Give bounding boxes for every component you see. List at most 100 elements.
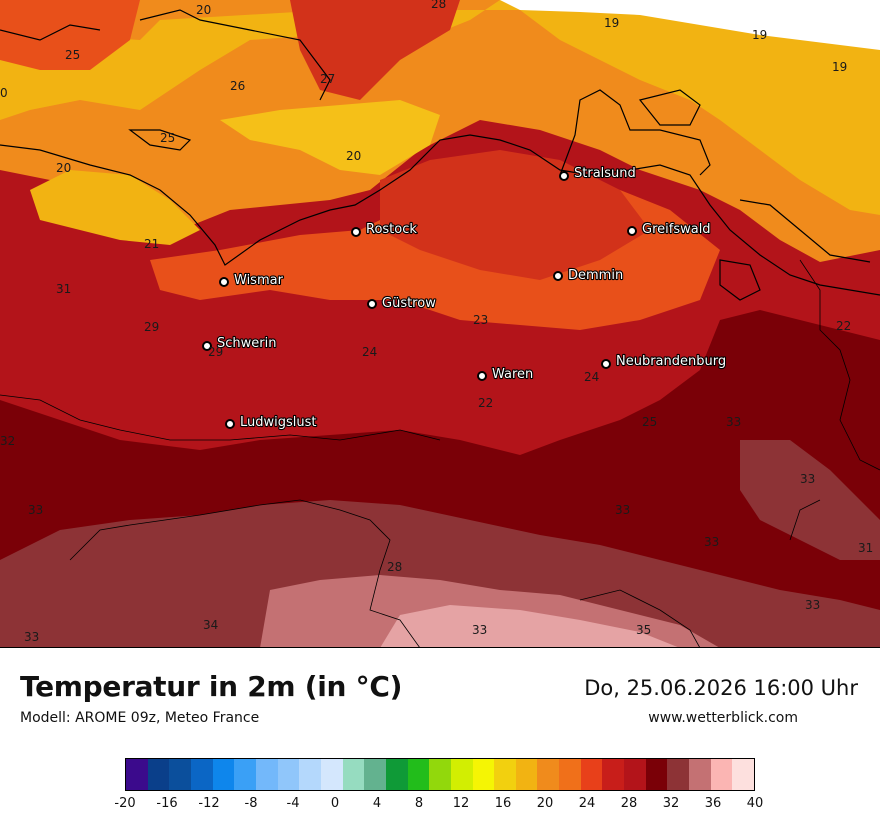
scale-tick-label: 36 [704, 796, 722, 811]
temperature-label: 33 [24, 630, 39, 644]
temperature-label: 20 [56, 161, 71, 175]
city-label-neubrandenburg: Neubrandenburg [616, 354, 726, 369]
temperature-label: 24 [584, 370, 599, 384]
scale-tick-label: -8 [244, 796, 258, 811]
scale-tick-label: 12 [452, 796, 470, 811]
city-label-ludwigslust: Ludwigslust [240, 415, 317, 430]
scale-tick-label: -12 [198, 796, 220, 811]
city-schwerin: Schwerin [202, 335, 278, 352]
city-ludwigslust: Ludwigslust [225, 414, 318, 431]
scale-color-segment [689, 759, 711, 790]
scale-tick-label: 24 [578, 796, 596, 811]
map-title: Temperatur in 2m (in °C) [20, 670, 403, 703]
temperature-label: 22 [478, 396, 493, 410]
city-markers: Stralsund Rostock Greifswald Wismar Demm… [202, 165, 727, 431]
scale-color-segment [494, 759, 516, 790]
scale-tick-label: -20 [114, 796, 136, 811]
temperature-label: 19 [752, 28, 767, 42]
scale-color-segment [537, 759, 560, 790]
scale-color-segment [515, 759, 538, 790]
scale-color-segment [602, 759, 625, 790]
scale-tick-label: 16 [494, 796, 512, 811]
scale-color-segment [234, 759, 256, 790]
scale-color-segment [169, 759, 191, 790]
scale-color-segment [645, 759, 668, 790]
scale-color-segment [255, 759, 278, 790]
temperature-label: 20 [196, 3, 211, 17]
land-red-coast [290, 0, 460, 100]
city-rostock: Rostock [351, 221, 418, 238]
temperature-label: 35 [636, 623, 651, 637]
sea-yellow-region [0, 0, 880, 215]
website-link[interactable]: www.wetterblick.com [648, 710, 798, 726]
model-info: Modell: AROME 09z, Meteo France [20, 710, 260, 726]
scale-color-segment [342, 759, 365, 790]
scale-tick-label: 8 [414, 796, 424, 811]
temperature-label: 33 [805, 598, 820, 612]
city-label-wismar: Wismar [234, 273, 284, 288]
temperature-label: 33 [800, 472, 815, 486]
scale-tick-label: 40 [746, 796, 764, 811]
city-label-stralsund: Stralsund [574, 166, 636, 181]
temperature-label: 33 [472, 623, 487, 637]
temperature-label: 25 [65, 48, 80, 62]
scale-color-segment [624, 759, 646, 790]
temperature-label: 33 [615, 503, 630, 517]
scale-color-segment [126, 759, 148, 790]
scale-color-segment [299, 759, 321, 790]
temperature-label: 29 [208, 345, 223, 359]
scale-color-segment [710, 759, 733, 790]
sea-yellow-patch [220, 100, 440, 175]
temperature-map: Stralsund Rostock Greifswald Wismar Demm… [0, 0, 880, 648]
temperature-label: 22 [836, 319, 851, 333]
temperature-label: 27 [320, 72, 335, 86]
temperature-labels: 20 28 19 19 19 25 27 26 0 25 20 20 21 31… [0, 0, 873, 644]
temperature-label: 20 [346, 149, 361, 163]
temperature-label: 25 [642, 415, 657, 429]
city-label-rostock: Rostock [366, 222, 417, 237]
scale-color-segment [580, 759, 603, 790]
scale-color-segment [320, 759, 343, 790]
scale-color-segment [559, 759, 581, 790]
city-stralsund: Stralsund [559, 165, 637, 182]
scale-color-segment [450, 759, 473, 790]
land-red-zone [380, 150, 650, 280]
scale-color-segment [472, 759, 495, 790]
legend-footer: Temperatur in 2m (in °C) Modell: AROME 0… [0, 648, 880, 830]
city-waren: Waren [477, 366, 534, 383]
temperature-label: 33 [726, 415, 741, 429]
temperature-label: 26 [230, 79, 245, 93]
city-demmin: Demmin [553, 267, 624, 284]
city-wismar: Wismar [219, 272, 285, 289]
temperature-label: 28 [431, 0, 446, 11]
scale-tick-label: 20 [536, 796, 554, 811]
temperature-label: 33 [704, 535, 719, 549]
city-label-guestrow: Güstrow [382, 296, 436, 311]
temperature-label: 23 [473, 313, 488, 327]
land-brown-red [0, 500, 880, 648]
temperature-label: 29 [144, 320, 159, 334]
scale-color-segment [667, 759, 690, 790]
scale-color-segment [407, 759, 430, 790]
scale-color-segment [364, 759, 386, 790]
temperature-label: 25 [160, 131, 175, 145]
scale-color-segment [190, 759, 213, 790]
color-scale-bar [125, 758, 755, 791]
land-pink [380, 605, 680, 648]
land-brown-east [740, 440, 880, 560]
scale-color-segment [147, 759, 170, 790]
city-label-schwerin: Schwerin [217, 336, 276, 351]
temperature-label: 0 [0, 86, 8, 100]
borders [0, 259, 880, 648]
scale-color-segment [429, 759, 451, 790]
scale-tick-label: 28 [620, 796, 638, 811]
temperature-label: 33 [28, 503, 43, 517]
land-orange-coast [0, 0, 140, 70]
scale-tick-label: 0 [330, 796, 340, 811]
temperature-label: 28 [387, 560, 402, 574]
temperature-label: 34 [203, 618, 218, 632]
city-guestrow: Güstrow [367, 295, 437, 312]
forecast-datetime: Do, 25.06.2026 16:00 Uhr [584, 676, 858, 700]
temperature-label: 19 [832, 60, 847, 74]
scale-color-segment [212, 759, 235, 790]
